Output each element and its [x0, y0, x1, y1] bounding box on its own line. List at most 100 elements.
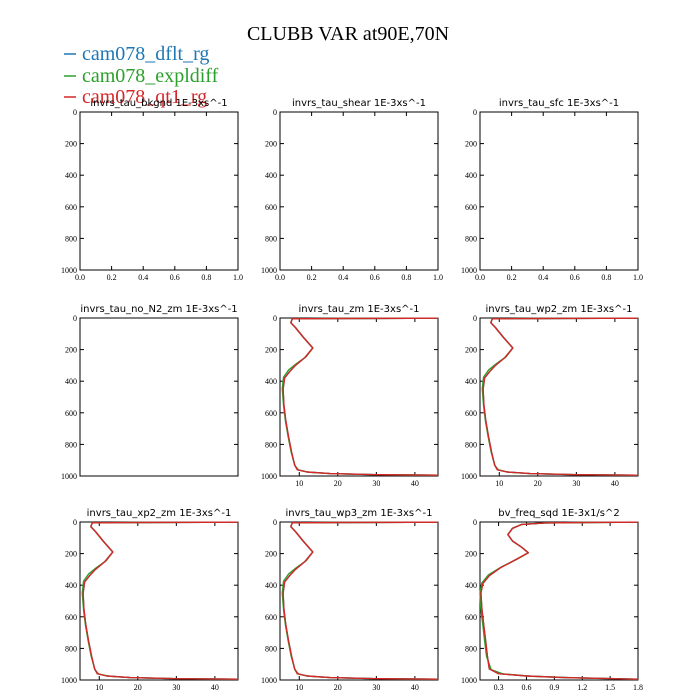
y-tick-label: 200 [465, 550, 477, 559]
panel-title: bv_freq_sqd 1E-3x1/s^2 [498, 508, 620, 519]
series-line [82, 521, 239, 680]
plot-frame [79, 111, 239, 271]
y-tick-label: 0 [473, 518, 477, 527]
y-tick-label: 1000 [261, 472, 277, 481]
y-tick-label: 200 [265, 346, 277, 355]
legend-label: cam078_qt1_rg [82, 86, 207, 108]
x-tick-label: 0.0 [475, 273, 485, 282]
chart-panel: invrs_tau_wp2_zm 1E-3xs^-1 0 200 400 600 800 1… [461, 304, 639, 488]
x-tick-label: 20 [334, 683, 342, 692]
y-tick-label: 0 [473, 108, 477, 117]
series-line [481, 317, 639, 476]
y-tick-label: 800 [465, 644, 477, 653]
series-line [282, 521, 439, 680]
y-tick-label: 400 [265, 171, 277, 180]
y-tick-label: 800 [65, 440, 77, 449]
x-tick-label: 0.4 [538, 273, 548, 282]
y-tick-label: 0 [273, 518, 277, 527]
x-tick-label: 1.0 [233, 273, 243, 282]
series-line [281, 317, 439, 476]
y-tick-label: 200 [65, 140, 77, 149]
y-tick-label: 400 [65, 377, 77, 386]
y-tick-label: 400 [465, 171, 477, 180]
y-tick-label: 400 [65, 171, 77, 180]
y-tick-label: 800 [65, 644, 77, 653]
y-tick-label: 800 [465, 440, 477, 449]
y-tick-label: 1000 [461, 472, 477, 481]
x-tick-label: 0.6 [370, 273, 380, 282]
panel-title: invrs_tau_sfc 1E-3xs^-1 [499, 98, 619, 109]
panel-title: invrs_tau_bkgnd 1E-3xs^-1 [90, 98, 227, 109]
plot-frame [479, 317, 639, 477]
x-tick-label: 0.8 [401, 273, 411, 282]
plot-frame [279, 111, 439, 271]
series-line [81, 521, 239, 680]
y-tick-label: 200 [265, 140, 277, 149]
legend-label: cam078_expldiff [82, 65, 219, 87]
panels: invrs_tau_bkgnd 1E-3xs^-1020040060080010… [61, 98, 643, 692]
panel-title: invrs_tau_xp2_zm 1E-3xs^-1 [87, 508, 232, 519]
series-line [282, 317, 439, 476]
x-tick-label: 20 [134, 683, 142, 692]
series-line [479, 521, 639, 680]
x-tick-label: 30 [572, 479, 580, 488]
y-tick-label: 0 [73, 518, 77, 527]
y-tick-label: 1000 [261, 676, 277, 685]
figure-title: CLUBB VAR at90E,70N [247, 23, 449, 45]
y-tick-label: 0 [473, 314, 477, 323]
y-tick-label: 1000 [461, 676, 477, 685]
chart-panel: invrs_tau_zm 1E-3xs^-1 0 200 400 600 800 1000 1… [261, 304, 439, 488]
x-tick-label: 0.4 [338, 273, 348, 282]
chart-panel: invrs_tau_sfc 1E-3xs^-1 0 200 400 600 800 1000… [461, 98, 643, 282]
chart-panel: invrs_tau_shear 1E-3xs^-1 0 200 400 600 800 10… [261, 98, 443, 282]
y-tick-label: 1000 [61, 266, 77, 275]
x-tick-label: 0.4 [138, 273, 148, 282]
legend-label: cam078_dflt_rg [82, 43, 209, 65]
legend-entry: cam078_dflt_rg [64, 43, 209, 65]
chart-panel: invrs_tau_wp3_zm 1E-3xs^-1 0 200 400 600 800 1… [261, 508, 439, 692]
x-tick-label: 30 [172, 683, 180, 692]
legend: cam078_dflt_rg cam078_expldiff cam078_qt… [64, 43, 219, 108]
x-tick-label: 40 [411, 683, 419, 692]
series-line [82, 521, 239, 680]
y-tick-label: 600 [465, 613, 477, 622]
y-tick-label: 600 [265, 613, 277, 622]
x-tick-label: 0.2 [307, 273, 317, 282]
y-tick-label: 0 [273, 314, 277, 323]
series-line [282, 317, 439, 476]
x-tick-label: 0.6 [170, 273, 180, 282]
x-tick-label: 20 [334, 479, 342, 488]
x-tick-label: 0.6 [521, 683, 531, 692]
series-line [482, 317, 639, 476]
plot-frame [79, 521, 239, 681]
x-tick-label: 30 [372, 479, 380, 488]
plot-frame [279, 521, 439, 681]
x-tick-label: 0.2 [107, 273, 117, 282]
x-tick-label: 1.5 [605, 683, 615, 692]
series-line [282, 521, 439, 680]
x-tick-label: 10 [495, 479, 503, 488]
y-tick-label: 800 [265, 644, 277, 653]
plot-frame [79, 317, 239, 477]
x-tick-label: 0.8 [601, 273, 611, 282]
x-tick-label: 10 [295, 479, 303, 488]
y-tick-label: 600 [65, 613, 77, 622]
x-tick-label: 20 [534, 479, 542, 488]
y-tick-label: 1000 [461, 266, 477, 275]
y-tick-label: 400 [65, 581, 77, 590]
x-tick-label: 1.2 [577, 683, 587, 692]
y-tick-label: 400 [265, 581, 277, 590]
plot-frame [479, 521, 639, 681]
x-tick-label: 40 [411, 479, 419, 488]
series-line [480, 521, 639, 680]
y-tick-label: 400 [465, 377, 477, 386]
legend-entry: cam078_qt1_rg [64, 86, 207, 108]
chart-panel: invrs_tau_bkgnd 1E-3xs^-1 0 200 400 600 800 10… [61, 98, 243, 282]
series-line [482, 317, 639, 476]
chart-panel: invrs_tau_no_N2_zm 1E-3xs^-10 200 400 600 80… [61, 304, 239, 481]
y-tick-label: 800 [65, 234, 77, 243]
y-tick-label: 1000 [61, 676, 77, 685]
x-tick-label: 0.0 [75, 273, 85, 282]
y-tick-label: 200 [465, 346, 477, 355]
y-tick-label: 600 [265, 203, 277, 212]
